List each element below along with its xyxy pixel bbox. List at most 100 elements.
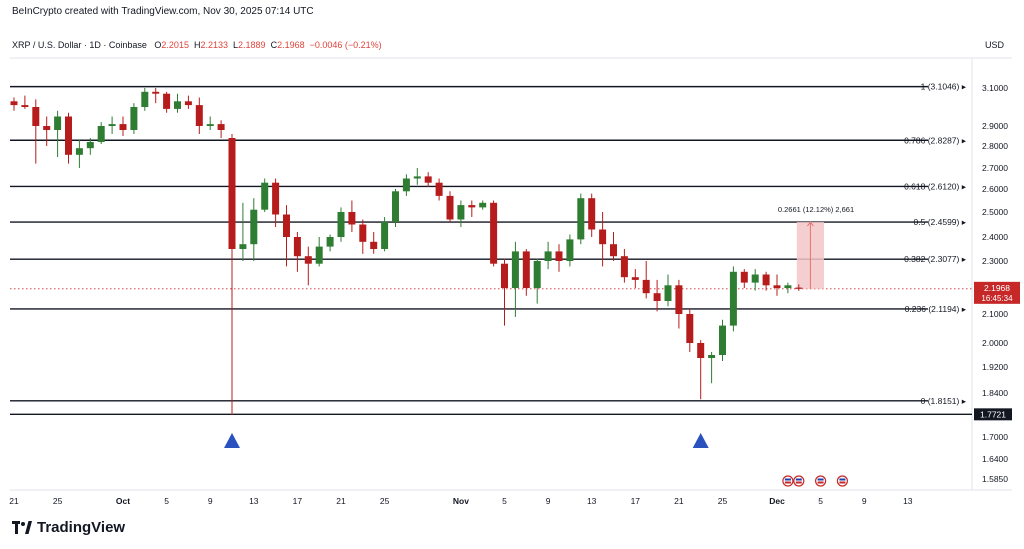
price-tick-label: 1.7000 xyxy=(982,432,1008,442)
candle-down[interactable] xyxy=(642,261,650,299)
candle-up[interactable] xyxy=(577,193,585,245)
candle-up[interactable] xyxy=(479,200,487,210)
candle-up[interactable] xyxy=(141,88,149,111)
candle-down[interactable] xyxy=(435,178,443,201)
candle-up[interactable] xyxy=(75,140,83,168)
time-tick-label: 25 xyxy=(53,496,63,506)
candle-down[interactable] xyxy=(740,269,748,288)
candle-down[interactable] xyxy=(610,232,617,261)
candle-up[interactable] xyxy=(130,103,138,134)
fib-level-label: 0 (1.8151) ▸ xyxy=(921,396,967,406)
candle-down[interactable] xyxy=(620,249,628,283)
candle-down[interactable] xyxy=(522,249,530,296)
candle-down[interactable] xyxy=(348,200,356,233)
candle-down[interactable] xyxy=(762,271,770,291)
candle-body xyxy=(348,212,356,225)
candle-down[interactable] xyxy=(468,200,476,218)
candle-body xyxy=(152,91,160,94)
candle-down[interactable] xyxy=(65,112,72,164)
candle-down[interactable] xyxy=(697,340,705,400)
candle-up[interactable] xyxy=(97,122,105,144)
candle-down[interactable] xyxy=(490,200,498,267)
candle-up[interactable] xyxy=(413,168,421,185)
candle-down[interactable] xyxy=(32,99,40,164)
current-price-value: 2.1968 xyxy=(984,283,1010,293)
candle-up[interactable] xyxy=(751,269,759,291)
economic-event-flag-icon[interactable] xyxy=(782,475,794,487)
candle-up[interactable] xyxy=(664,274,672,307)
candle-body xyxy=(697,343,705,358)
candle-up[interactable] xyxy=(86,138,94,155)
candle-down[interactable] xyxy=(119,116,127,137)
candle-up[interactable] xyxy=(174,93,181,113)
price-tick-label: 2.9000 xyxy=(982,121,1008,131)
candle-down[interactable] xyxy=(370,232,378,254)
candle-down[interactable] xyxy=(653,279,661,312)
candle-down[interactable] xyxy=(773,274,781,296)
candle-up[interactable] xyxy=(337,207,345,242)
candle-up[interactable] xyxy=(566,234,574,267)
candle-down[interactable] xyxy=(795,284,803,291)
candle-down[interactable] xyxy=(304,246,312,286)
candle-up[interactable] xyxy=(533,258,541,304)
candle-down[interactable] xyxy=(501,258,508,326)
candle-up[interactable] xyxy=(206,116,214,131)
candle-down[interactable] xyxy=(152,88,160,104)
candle-up[interactable] xyxy=(381,217,389,252)
candle-down[interactable] xyxy=(184,95,192,109)
candle-down[interactable] xyxy=(588,193,596,237)
candle-down[interactable] xyxy=(10,97,18,111)
candle-up[interactable] xyxy=(457,200,465,228)
candle-up[interactable] xyxy=(315,237,323,267)
candle-down[interactable] xyxy=(283,205,290,267)
candle-body xyxy=(501,263,508,288)
candle-up[interactable] xyxy=(402,174,410,196)
candle-down[interactable] xyxy=(21,95,29,109)
candle-body xyxy=(620,256,628,278)
candle-down[interactable] xyxy=(631,269,639,288)
candle-up[interactable] xyxy=(239,202,247,261)
symbol-label[interactable]: XRP / U.S. Dollar · 1D · Coinbase xyxy=(12,40,147,50)
candle-up[interactable] xyxy=(261,178,269,213)
candle-up[interactable] xyxy=(719,319,726,361)
candle-down[interactable] xyxy=(424,172,432,187)
event-badge-top xyxy=(839,478,846,481)
candle-down[interactable] xyxy=(555,244,563,272)
candle-up[interactable] xyxy=(326,234,334,252)
economic-event-flag-icon[interactable] xyxy=(836,475,849,487)
candle-up[interactable] xyxy=(729,266,737,332)
candle-down[interactable] xyxy=(686,308,694,352)
candle-up[interactable] xyxy=(511,241,519,317)
candle-down[interactable] xyxy=(43,116,51,147)
candle-up[interactable] xyxy=(108,116,116,135)
currency-label[interactable]: USD xyxy=(985,40,1005,50)
candle-up[interactable] xyxy=(708,352,716,384)
candle-body xyxy=(10,101,18,106)
candle-up[interactable] xyxy=(54,110,62,157)
economic-event-flag-icon[interactable] xyxy=(793,475,805,487)
candle-body xyxy=(413,176,421,179)
candle-up[interactable] xyxy=(544,241,552,270)
candle-body xyxy=(708,355,716,358)
candle-down[interactable] xyxy=(599,212,607,267)
candle-body xyxy=(54,116,62,130)
economic-event-flag-icon[interactable] xyxy=(814,475,827,487)
candle-body xyxy=(163,93,171,109)
candle-up[interactable] xyxy=(250,198,258,261)
candle-up[interactable] xyxy=(392,189,399,227)
candle-down[interactable] xyxy=(195,97,203,135)
candle-down[interactable] xyxy=(228,134,236,415)
candle-body xyxy=(446,195,454,220)
candle-body xyxy=(762,274,770,286)
candle-down[interactable] xyxy=(359,219,367,254)
candle-up[interactable] xyxy=(784,282,792,294)
candlestick-series xyxy=(10,88,803,415)
candle-down[interactable] xyxy=(272,178,280,228)
candle-down[interactable] xyxy=(217,120,225,138)
candle-down[interactable] xyxy=(163,91,171,113)
fib-level-label: 0.618 (2.6120) ▸ xyxy=(904,181,967,191)
candle-down[interactable] xyxy=(675,279,683,329)
candle-down[interactable] xyxy=(293,232,301,272)
candle-down[interactable] xyxy=(446,191,454,222)
